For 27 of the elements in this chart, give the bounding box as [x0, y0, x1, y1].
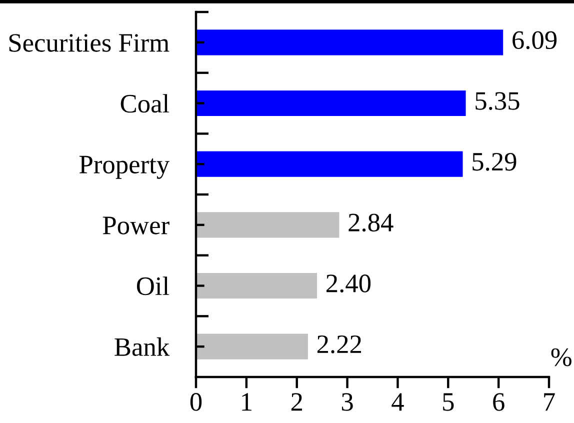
y-tick-label: Property [79, 156, 170, 179]
data-label: 2.22 [317, 335, 362, 354]
x-tick-label: 0 [190, 393, 202, 411]
data-label: 5.35 [476, 92, 520, 110]
y-tick-label: Power [102, 216, 170, 234]
bar [196, 30, 504, 56]
x-axis-title: % [551, 348, 572, 366]
data-label: 6.09 [512, 31, 557, 50]
bar [196, 272, 318, 299]
x-tick-label: 4 [392, 393, 404, 411]
data-label: 5.29 [472, 152, 516, 171]
x-tick-label: 6 [493, 393, 504, 411]
bar [196, 212, 340, 238]
data-label: 2.40 [326, 274, 371, 292]
y-tick-label: Coal [120, 94, 170, 113]
y-tick-label: Bank [114, 337, 170, 356]
y-tick-label: Oil [136, 276, 170, 296]
x-tick-label: 2 [291, 393, 302, 411]
data-label: 2.84 [348, 214, 394, 232]
x-tick-label: 1 [242, 393, 252, 411]
x-tick-label: 3 [342, 393, 353, 411]
bar [196, 90, 466, 116]
x-tick-label: 7 [544, 393, 555, 411]
bar [196, 334, 308, 360]
bar [196, 151, 463, 177]
x-tick-label: 5 [443, 393, 454, 411]
y-tick-label: Securities Firm [9, 34, 170, 52]
